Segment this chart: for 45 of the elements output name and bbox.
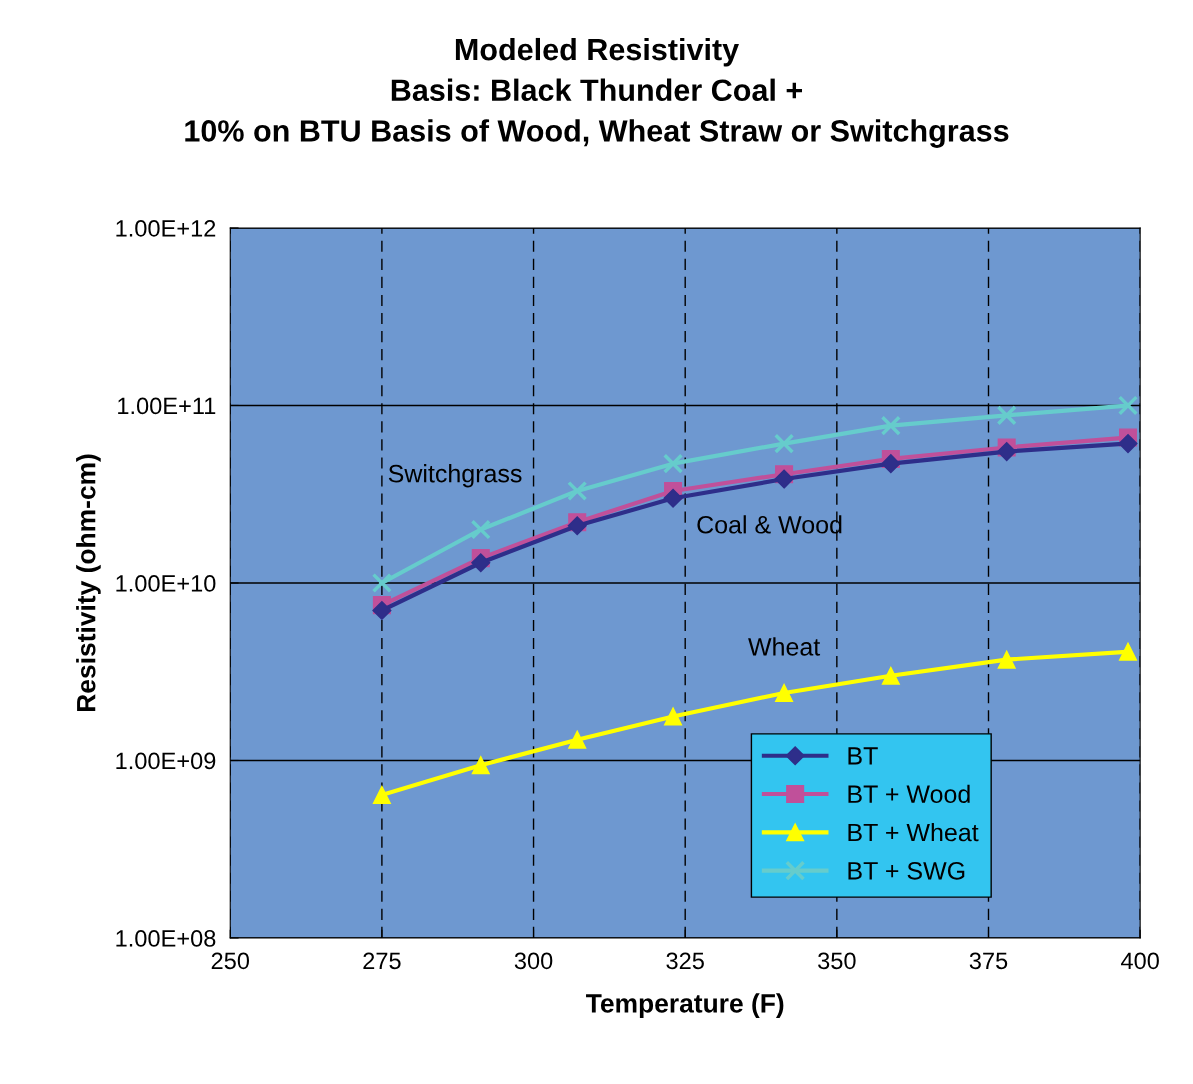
- point: [996, 405, 1017, 426]
- x-tick-label: 350: [818, 952, 856, 970]
- legend-label: BT + Wood: [848, 784, 970, 804]
- point: [880, 415, 901, 436]
- legend-label: BT + SWG: [848, 861, 965, 880]
- annotation: Switchgrass: [388, 464, 522, 488]
- x-tick-label: 375: [969, 952, 1008, 970]
- point: [774, 469, 794, 489]
- point: [663, 488, 683, 508]
- y-axis-title: Resistivity (ohm-cm): [76, 454, 101, 711]
- y-tick-label: 1.00E+11: [118, 397, 216, 415]
- legend-label: BT + Wheat: [848, 822, 979, 842]
- point: [881, 666, 900, 685]
- point: [1118, 642, 1138, 661]
- point: [567, 480, 588, 502]
- point: [997, 650, 1016, 669]
- point: [664, 707, 683, 726]
- point: [470, 519, 491, 540]
- point: [774, 433, 795, 454]
- x-tick-label: 325: [666, 952, 704, 970]
- point: [1117, 395, 1139, 416]
- annotation: Wheat: [748, 637, 821, 656]
- point: [662, 453, 684, 474]
- y-tick-label: 1.00E+12: [116, 220, 216, 237]
- point: [568, 730, 587, 749]
- point: [997, 442, 1017, 462]
- point: [372, 785, 391, 804]
- x-tick-label: 300: [514, 952, 553, 970]
- y-tick-label: 1.00E+09: [116, 752, 216, 770]
- point: [881, 454, 901, 474]
- legend-label: BT: [848, 747, 878, 765]
- y-tick-label: 1.00E+08: [116, 930, 216, 947]
- point: [372, 600, 392, 621]
- y-tick-label: 1.00E+10: [116, 575, 216, 592]
- x-axis-title: Temperature (F): [586, 993, 784, 1018]
- x-tick-label: 250: [211, 952, 250, 970]
- point: [1118, 434, 1138, 454]
- chart-title: Modeled Resistivity Basis: Black Thunder Coal + 10% on BTU Basis of Wood, Wheat Straw or Switchgrass: [185, 37, 1009, 148]
- point: [371, 572, 392, 594]
- x-tick-label: 400: [1121, 952, 1159, 970]
- point: [471, 756, 490, 775]
- point: [471, 553, 491, 573]
- annotation: Coal & Wood: [697, 515, 842, 534]
- x-tick-label: 275: [363, 952, 401, 970]
- point: [775, 683, 794, 703]
